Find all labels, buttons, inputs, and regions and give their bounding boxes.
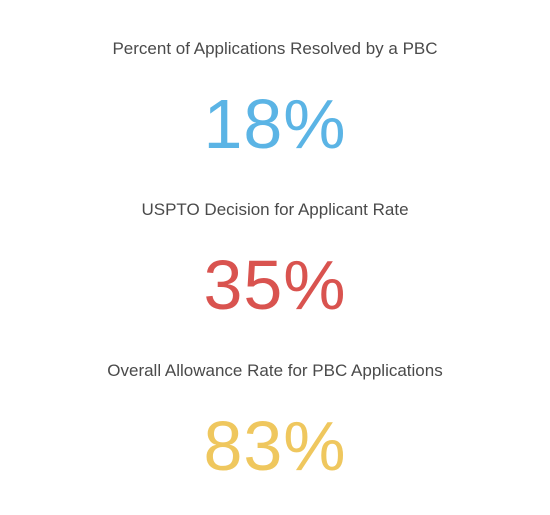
stat-label: Percent of Applications Resolved by a PB… xyxy=(112,39,438,58)
stat-value: 18% xyxy=(203,85,347,163)
stat-value: 35% xyxy=(203,246,347,324)
stat-label: Overall Allowance Rate for PBC Applicati… xyxy=(107,361,443,380)
stat-label: USPTO Decision for Applicant Rate xyxy=(141,200,409,219)
stat-value: 83% xyxy=(203,407,347,485)
